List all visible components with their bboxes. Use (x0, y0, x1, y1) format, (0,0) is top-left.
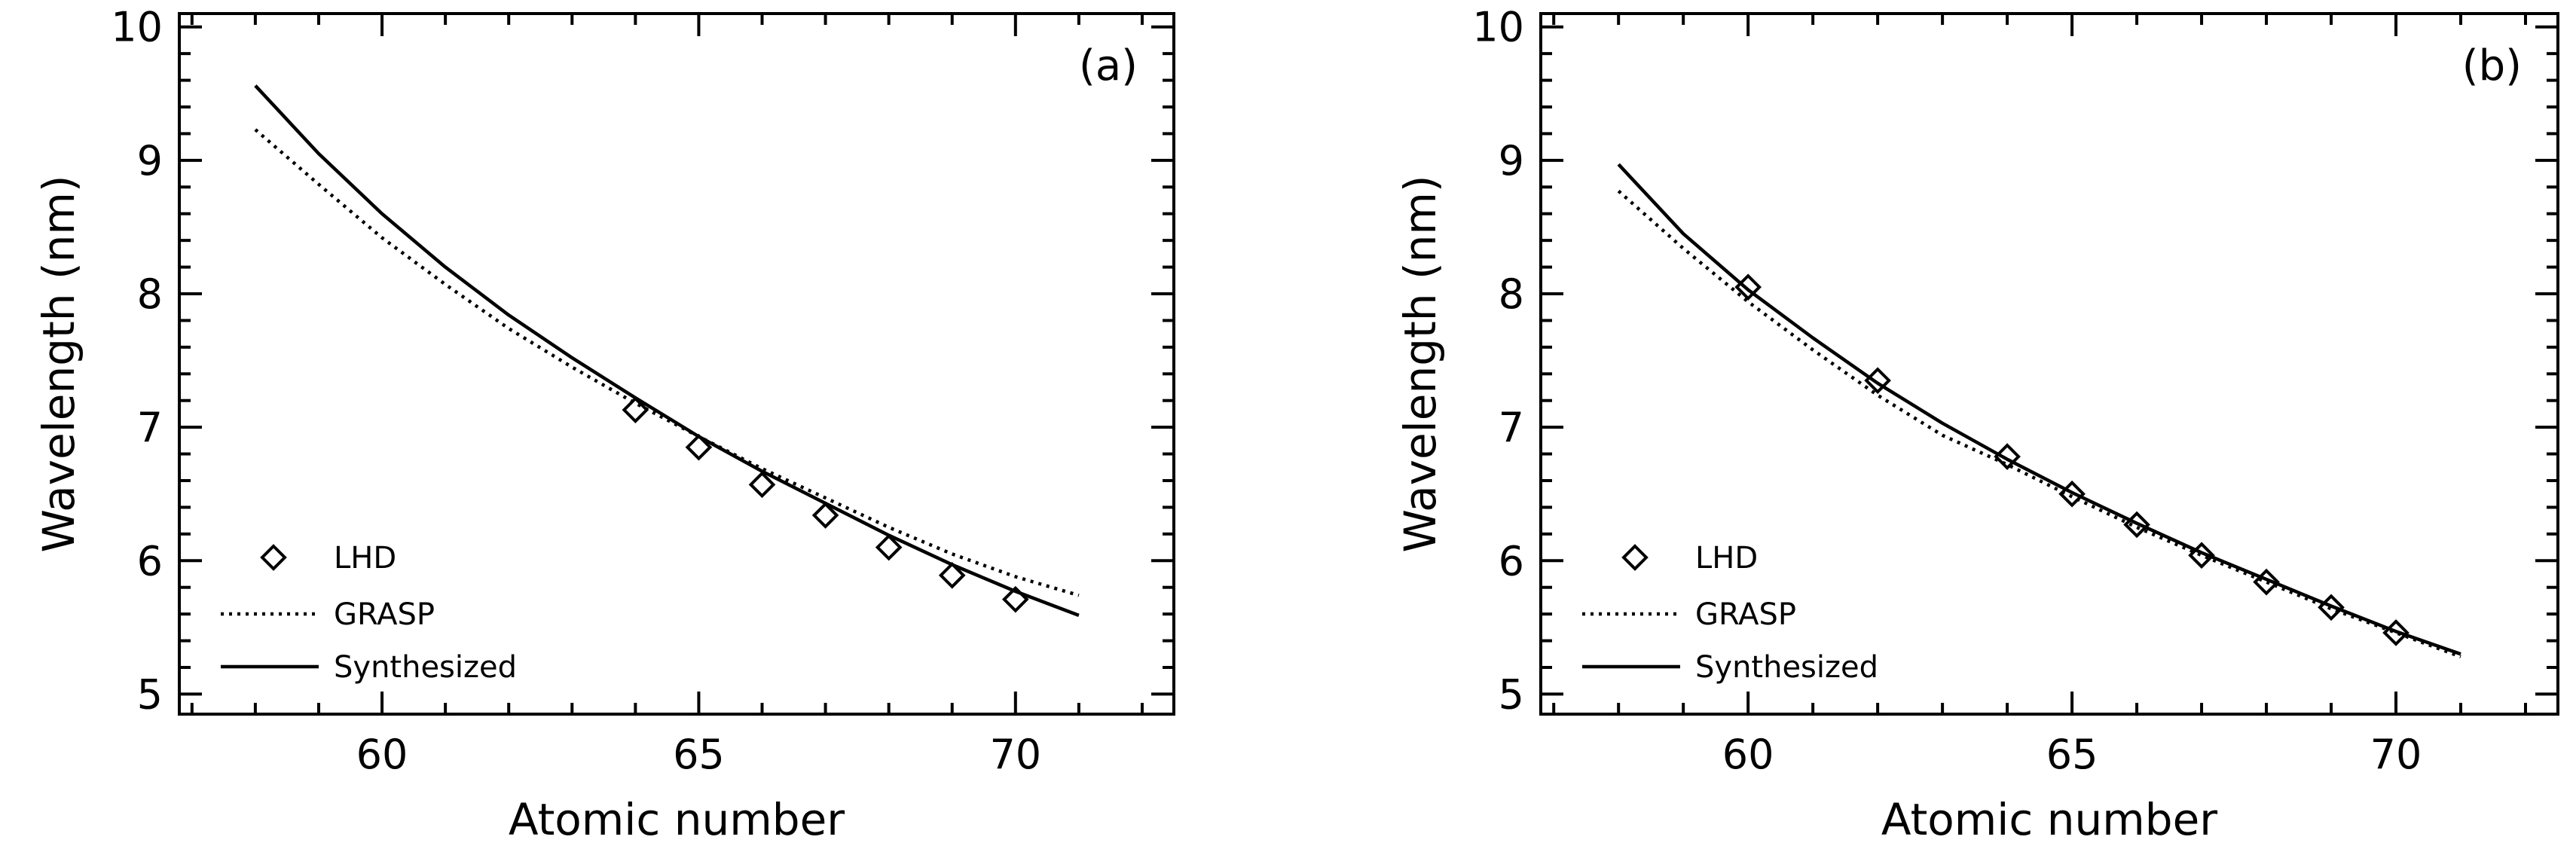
panel-label: (a) (1079, 41, 1138, 90)
y-tick-label: 10 (1472, 4, 1524, 51)
y-tick-label: 7 (137, 404, 163, 451)
y-axis-label: Wavelength (nm) (1395, 175, 1446, 552)
legend-label: GRASP (1695, 597, 1796, 632)
legend-label: LHD (334, 541, 396, 576)
y-tick-label: 8 (1499, 270, 1524, 318)
synthesized-line (1617, 163, 2461, 656)
legend-marker-lhd (1621, 544, 1649, 571)
legend-label: GRASP (334, 597, 435, 632)
grasp-line (1617, 189, 2461, 658)
y-axis-label: Wavelength (nm) (33, 175, 84, 552)
x-tick-label: 70 (989, 731, 1041, 778)
y-tick-label: 7 (1499, 404, 1524, 451)
grasp-line (254, 128, 1080, 597)
legend-label: Synthesized (334, 650, 517, 685)
lhd-marker (622, 396, 649, 423)
plot-frame (178, 12, 1175, 716)
panel-label: (b) (2462, 41, 2522, 90)
y-tick-label: 6 (1499, 537, 1524, 585)
y-tick-label: 6 (137, 537, 163, 585)
legend-label: LHD (1695, 541, 1758, 576)
x-tick-label: 60 (356, 731, 408, 778)
chart-panel-a: 60 65 70 5 6 7 8 9 10 Atomic number Wavelength (nm… (33, 4, 1175, 845)
y-tick-label: 5 (137, 670, 163, 718)
lhd-marker (748, 471, 776, 499)
legend-label: Synthesized (1695, 650, 1878, 685)
x-axis-label: Atomic number (1881, 794, 2217, 845)
x-tick-label: 65 (673, 731, 725, 778)
y-tick-label: 9 (137, 137, 163, 185)
x-axis-label: Atomic number (509, 794, 845, 845)
legend-marker-lhd (260, 544, 287, 571)
lhd-marker (875, 533, 903, 561)
y-tick-label: 5 (1499, 670, 1524, 718)
plot-frame (1539, 12, 2559, 716)
x-tick-label: 60 (1722, 731, 1774, 778)
lhd-marker (938, 561, 966, 589)
lhd-marker (1994, 443, 2021, 470)
x-tick-label: 70 (2370, 731, 2422, 778)
lhd-marker (2188, 542, 2215, 569)
chart-panel-b: 60 65 70 5 6 7 8 9 10 Atomic number Wavelength (nm… (1395, 4, 2559, 845)
lhd-marker (2253, 568, 2280, 596)
x-tick-label: 65 (2046, 731, 2098, 778)
lhd-marker (685, 433, 713, 461)
lhd-marker (811, 502, 839, 529)
y-tick-label: 8 (137, 270, 163, 318)
synthesized-line (254, 84, 1080, 618)
y-tick-label: 9 (1499, 137, 1524, 185)
y-tick-label: 10 (111, 4, 163, 51)
